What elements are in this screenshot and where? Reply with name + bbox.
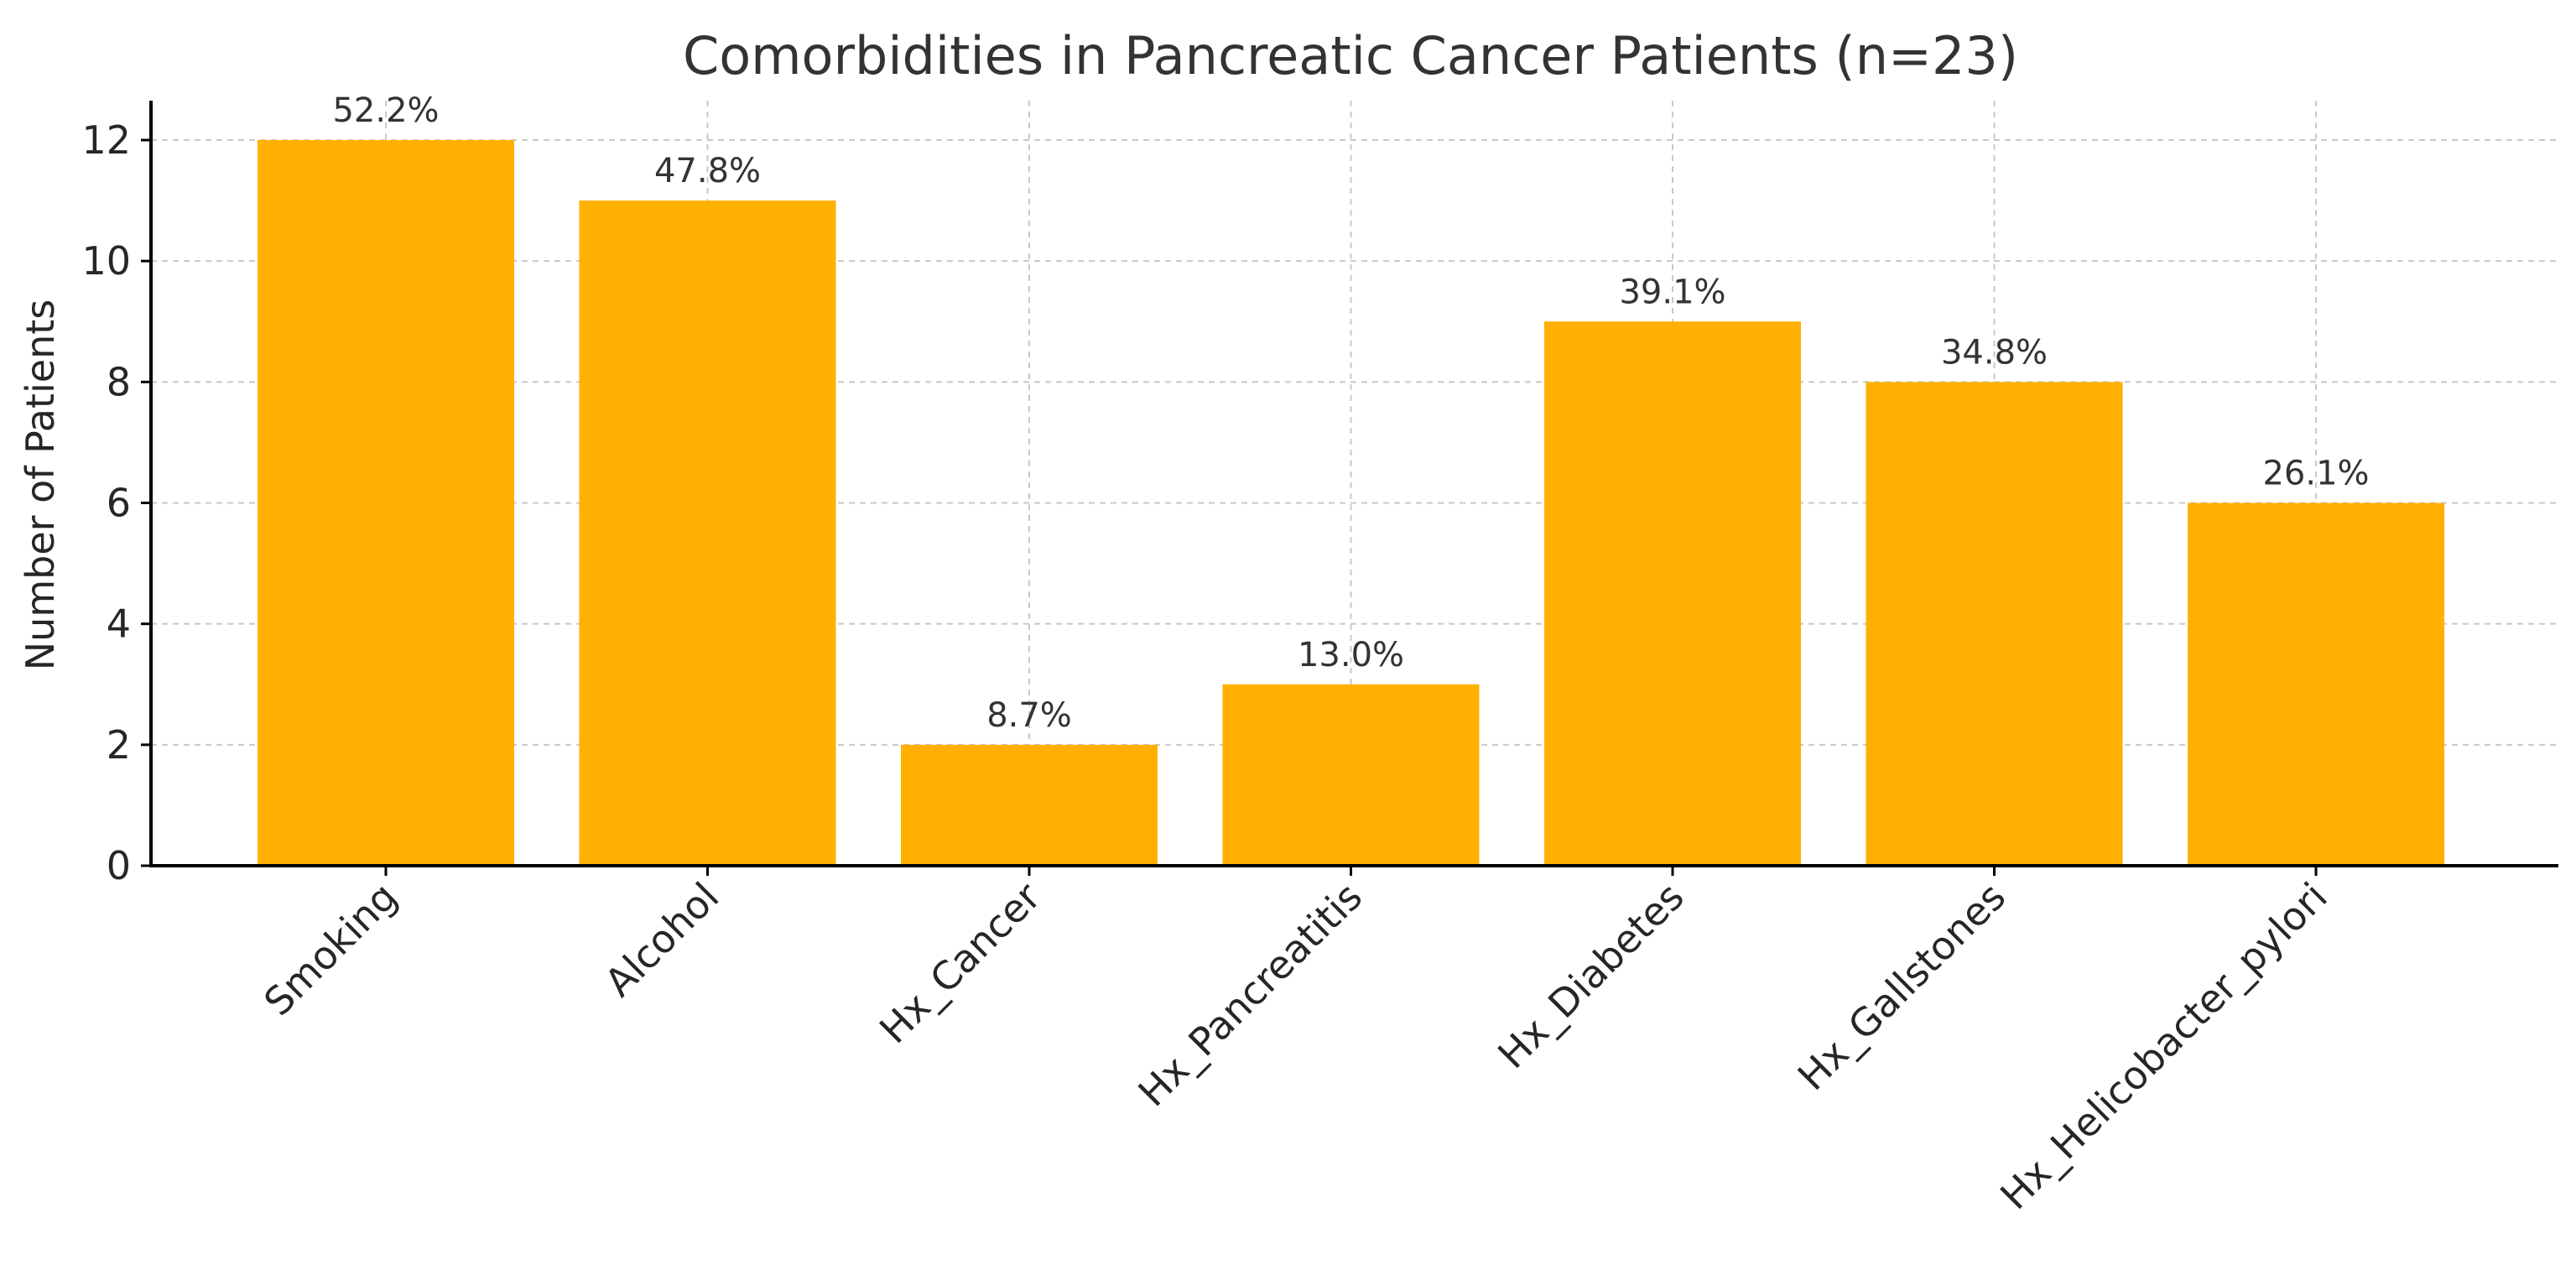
bar-value-label: 34.8% xyxy=(1941,333,2048,372)
bar-smoking xyxy=(258,140,514,866)
y-tick-label: 0 xyxy=(107,843,131,888)
bar-value-label: 47.8% xyxy=(654,152,761,190)
y-tick-label: 10 xyxy=(81,238,131,284)
bar-value-label: 39.1% xyxy=(1619,273,1725,311)
y-tick-label: 4 xyxy=(107,601,131,647)
bar-hx-helicobacter-pylori xyxy=(2188,502,2444,866)
bar-value-label: 8.7% xyxy=(986,696,1072,735)
data-labels: 52.2% 47.8% 8.7% 13.0% 39.1% 34.8% 26.1% xyxy=(332,91,2369,735)
bar-value-label: 52.2% xyxy=(332,91,439,130)
y-axis-label: Number of Patients xyxy=(18,299,63,671)
y-tick-label: 6 xyxy=(107,481,131,526)
bar-hx-diabetes xyxy=(1544,321,1801,866)
axes xyxy=(141,101,2558,876)
y-tick-label: 8 xyxy=(107,359,131,404)
bar-alcohol xyxy=(579,200,836,867)
chart-title: Comorbidities in Pancreatic Cancer Patie… xyxy=(683,25,2018,86)
y-tick-labels: 0 2 4 6 8 10 12 xyxy=(81,117,131,888)
y-tick-label: 2 xyxy=(107,722,131,768)
bar-value-label: 26.1% xyxy=(2262,455,2369,493)
bar-hx-pancreatitis xyxy=(1222,684,1480,866)
bar-value-label: 13.0% xyxy=(1298,636,1404,674)
bar-hx-gallstones xyxy=(1866,382,2123,866)
bar-hx-cancer xyxy=(901,744,1158,866)
bars xyxy=(258,140,2444,867)
y-tick-label: 12 xyxy=(81,117,131,163)
